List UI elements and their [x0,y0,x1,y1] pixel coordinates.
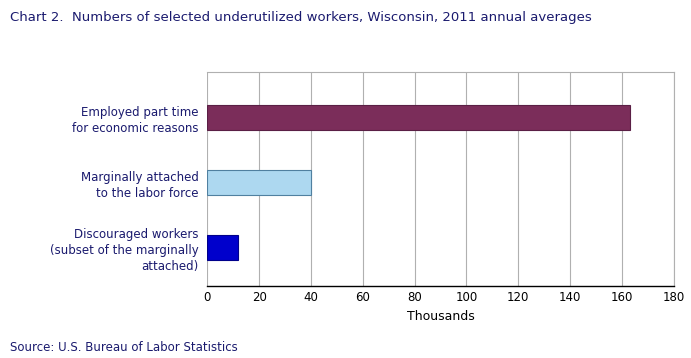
X-axis label: Thousands: Thousands [406,310,475,323]
Bar [207,105,630,130]
Bar [207,170,311,195]
Text: Source: U.S. Bureau of Labor Statistics: Source: U.S. Bureau of Labor Statistics [10,342,238,354]
Text: Chart 2.  Numbers of selected underutilized workers, Wisconsin, 2011 annual aver: Chart 2. Numbers of selected underutiliz… [10,11,592,24]
Bar [207,235,238,260]
